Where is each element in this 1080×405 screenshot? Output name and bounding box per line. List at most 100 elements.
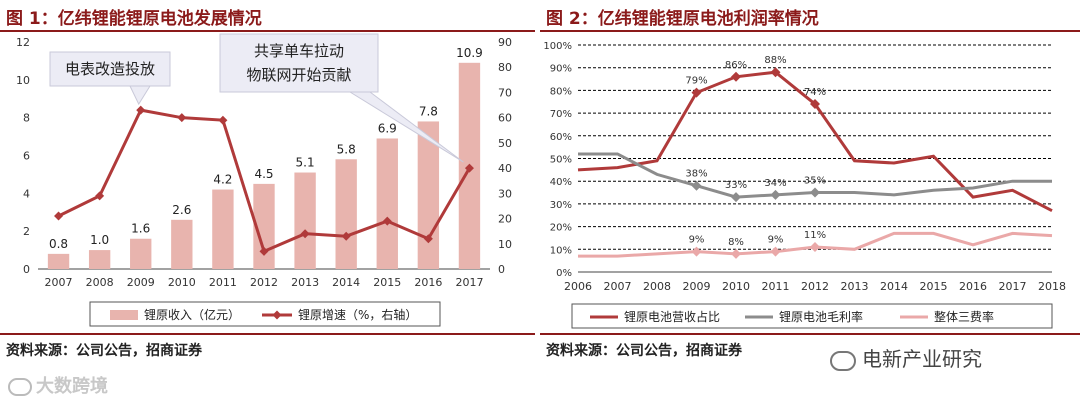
series-point-2 bbox=[770, 246, 781, 257]
watermark-right: 电新产业研究 bbox=[830, 343, 982, 372]
x-tick-label: 2018 bbox=[1038, 280, 1066, 293]
series-point-1 bbox=[731, 192, 741, 203]
right-y-tick-label: 60 bbox=[498, 112, 512, 125]
series-data-label-2: 9% bbox=[689, 235, 705, 246]
watermark-left: 大数跨境 bbox=[8, 372, 108, 398]
x-tick-label: 2007 bbox=[604, 280, 632, 293]
x-tick-label: 2007 bbox=[45, 276, 73, 289]
bar-2010 bbox=[171, 219, 193, 269]
x-tick-label: 2006 bbox=[564, 280, 592, 293]
x-tick-label: 2014 bbox=[332, 276, 360, 289]
x-tick-label: 2015 bbox=[920, 280, 948, 293]
series-point-1 bbox=[770, 189, 781, 200]
growth-point bbox=[464, 163, 474, 173]
x-tick-label: 2008 bbox=[86, 276, 114, 289]
y-tick-label: 80% bbox=[550, 86, 572, 97]
y-tick-label: 60% bbox=[550, 132, 572, 143]
figure-1-panel: 图 1：亿纬锂能锂原电池发展情况 0 2 4 6 8 10 12 0 10 20 30 40 50 60 7… bbox=[0, 0, 535, 405]
figure-1-source: 资料来源：公司公告，招商证券 bbox=[6, 343, 202, 359]
x-tick-label: 2012 bbox=[801, 280, 829, 293]
x-tick-label: 2009 bbox=[683, 280, 711, 293]
x-tick-label: 2011 bbox=[209, 276, 237, 289]
series-point-0 bbox=[770, 67, 781, 78]
right-y-tick-label: 70 bbox=[498, 86, 512, 99]
right-y-tick-label: 0 bbox=[498, 263, 505, 276]
bar-2015 bbox=[376, 138, 398, 269]
bar-value-label: 5.1 bbox=[296, 156, 315, 170]
watermark-left-text: 大数跨境 bbox=[36, 376, 108, 397]
y-tick-label: 0% bbox=[556, 268, 572, 279]
left-y-tick-label: 12 bbox=[16, 36, 30, 49]
wechat-icon bbox=[830, 350, 856, 371]
left-y-tick-label: 8 bbox=[23, 112, 30, 125]
legend-box bbox=[571, 303, 1053, 329]
series-data-label-2: 8% bbox=[728, 237, 744, 248]
legend-line-marker bbox=[272, 310, 282, 320]
legend-label-1: 锂原电池毛利率 bbox=[779, 309, 863, 324]
x-tick-label: 2016 bbox=[414, 276, 442, 289]
bar-value-label: 6.9 bbox=[378, 121, 397, 135]
series-point-2 bbox=[691, 246, 702, 257]
callout-1-text: 电表改造投放 bbox=[65, 60, 155, 78]
bar-2008 bbox=[88, 250, 111, 269]
series-data-label-1: 33% bbox=[725, 180, 747, 191]
bar-value-label: 10.9 bbox=[456, 46, 483, 60]
y-tick-label: 90% bbox=[550, 64, 572, 75]
bar-value-label: 5.8 bbox=[337, 142, 356, 156]
legend-line-label: 锂原增速（%，右轴） bbox=[298, 307, 417, 322]
x-tick-label: 2014 bbox=[880, 280, 908, 293]
growth-point bbox=[54, 211, 64, 221]
x-tick-label: 2017 bbox=[999, 280, 1027, 293]
right-y-tick-label: 80 bbox=[498, 61, 512, 74]
legend-label-0: 锂原电池营收占比 bbox=[624, 309, 720, 324]
left-y-tick-label: 4 bbox=[23, 187, 30, 200]
growth-point bbox=[300, 229, 310, 239]
y-tick-label: 100% bbox=[543, 41, 572, 52]
series-point-2 bbox=[731, 248, 741, 259]
left-y-tick-label: 6 bbox=[23, 150, 30, 163]
x-tick-label: 2010 bbox=[168, 276, 196, 289]
x-tick-label: 2012 bbox=[250, 276, 278, 289]
growth-point bbox=[259, 246, 269, 256]
series-data-label-1: 38% bbox=[685, 169, 707, 180]
series-data-label-2: 11% bbox=[804, 230, 826, 241]
figure-2-source: 资料来源：公司公告，招商证券 bbox=[546, 343, 742, 359]
x-tick-label: 2013 bbox=[841, 280, 869, 293]
legend-bar-swatch bbox=[110, 310, 138, 320]
growth-point bbox=[177, 113, 187, 123]
series-point-0 bbox=[731, 71, 741, 82]
right-y-tick-label: 40 bbox=[498, 162, 512, 175]
right-y-tick-label: 50 bbox=[498, 137, 512, 150]
series-data-label-1: 34% bbox=[764, 178, 786, 189]
right-y-tick-label: 90 bbox=[498, 36, 512, 49]
series-data-label-0: 88% bbox=[764, 55, 786, 66]
legend-bar-label: 锂原收入（亿元） bbox=[144, 307, 240, 322]
series-data-label-1: 35% bbox=[804, 176, 826, 187]
x-tick-label: 2015 bbox=[373, 276, 401, 289]
x-tick-label: 2013 bbox=[291, 276, 319, 289]
series-point-0 bbox=[810, 99, 820, 110]
x-tick-label: 2011 bbox=[762, 280, 790, 293]
callout-2-line-1: 共享单车拉动 bbox=[254, 42, 344, 60]
series-data-label-0: 79% bbox=[685, 76, 707, 87]
bar-value-label: 7.8 bbox=[419, 104, 438, 118]
y-tick-label: 40% bbox=[550, 177, 572, 188]
x-tick-label: 2017 bbox=[455, 276, 483, 289]
figure-1-chart: 0 2 4 6 8 10 12 0 10 20 30 40 50 60 70 80 90 0.8 1.0 1.6 2.6… bbox=[16, 33, 512, 327]
series-data-label-2: 9% bbox=[768, 235, 784, 246]
right-y-tick-label: 10 bbox=[498, 238, 512, 251]
figure-2-chart: 0% 10% 20% 30% 40% 50% 60% 70% 80% 90% 100% 2006 200… bbox=[543, 41, 1066, 329]
callout-2-line-2: 物联网开始贡献 bbox=[246, 66, 351, 84]
watermark-logo-icon bbox=[8, 378, 32, 396]
watermark-right-text: 电新产业研究 bbox=[862, 347, 982, 371]
y-tick-label: 10% bbox=[550, 245, 572, 256]
y-tick-label: 70% bbox=[550, 109, 572, 120]
growth-point bbox=[423, 234, 433, 244]
bar-value-label: 1.6 bbox=[131, 222, 150, 236]
left-y-tick-label: 10 bbox=[16, 74, 30, 87]
bar-2009 bbox=[130, 238, 152, 269]
left-y-tick-label: 0 bbox=[23, 263, 30, 276]
growth-point bbox=[95, 191, 105, 201]
figure-1-bottom-rule bbox=[0, 333, 535, 335]
growth-point bbox=[218, 115, 228, 125]
